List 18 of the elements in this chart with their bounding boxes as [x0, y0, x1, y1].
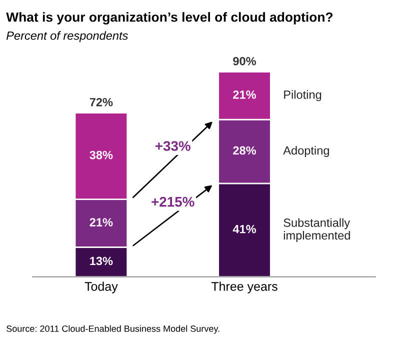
data-label: 38% — [90, 150, 113, 160]
total-label: 72% — [90, 98, 113, 106]
data-label: 28% — [233, 146, 256, 155]
x-tick-label: Today — [84, 282, 118, 294]
data-label: 41% — [232, 224, 256, 234]
data-label: 21% — [90, 218, 113, 226]
source-note: Source: 2011 Cloud-Enabled Business Model Survey. — [6, 325, 220, 334]
annotation: +33% — [155, 141, 190, 151]
annotation: +215% — [152, 196, 194, 207]
chart-title: What is your organization’s level of cloud adoption? — [6, 12, 333, 24]
series-label: Adopting — [283, 146, 329, 157]
total-label: 90% — [233, 56, 256, 66]
series-label: Substantially implemented — [284, 218, 350, 242]
data-label: 13% — [90, 256, 113, 266]
x-tick-label: Three years — [211, 282, 278, 294]
series-label: Piloting — [284, 90, 322, 102]
data-label: 21% — [233, 90, 256, 99]
chart-subtitle: Percent of respondents — [6, 31, 128, 42]
